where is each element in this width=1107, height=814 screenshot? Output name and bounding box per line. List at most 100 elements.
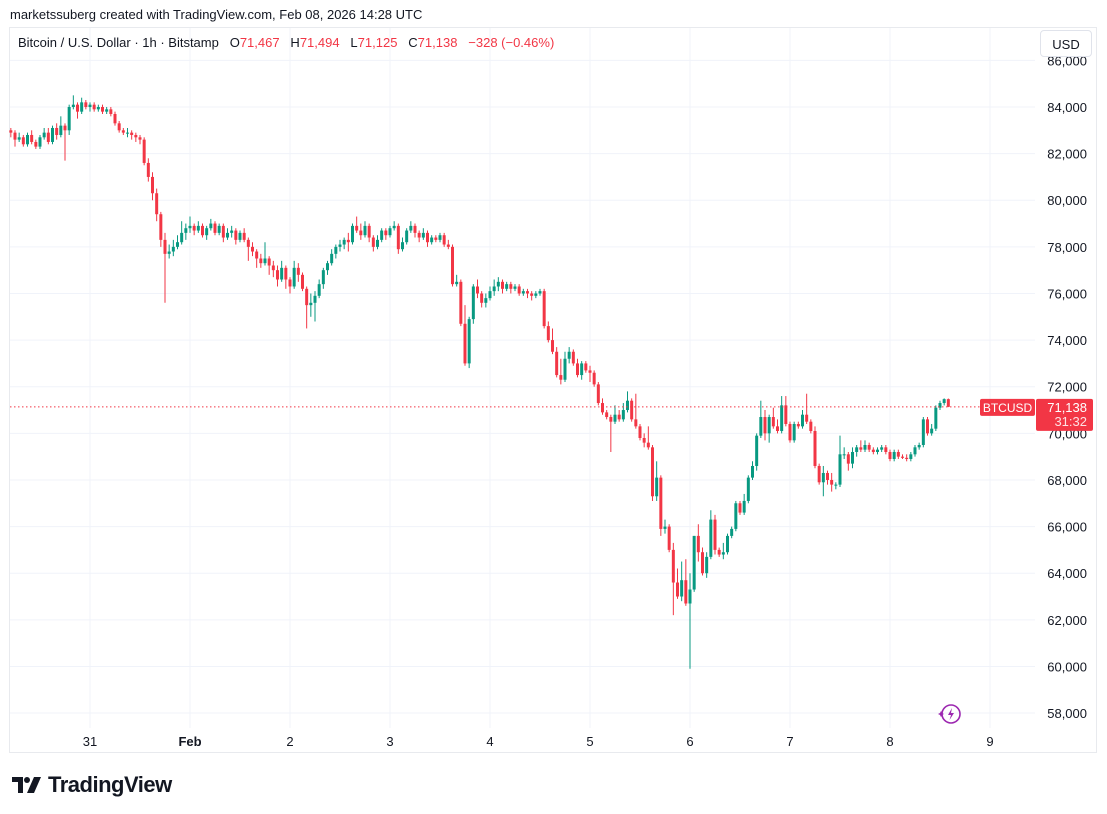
candle-body xyxy=(259,258,263,264)
lightning-bolt-icon[interactable] xyxy=(936,702,962,726)
candle xyxy=(388,225,392,238)
candle-body xyxy=(509,284,513,289)
candle xyxy=(913,444,917,457)
candle-body xyxy=(876,449,879,452)
candle xyxy=(263,242,267,266)
candle-body xyxy=(88,104,92,107)
candle xyxy=(80,97,84,114)
candle xyxy=(534,291,538,299)
candle-body xyxy=(859,447,863,450)
candle xyxy=(292,260,296,289)
candle xyxy=(138,134,142,145)
candle-body xyxy=(363,225,367,236)
candles xyxy=(9,95,950,669)
candle-body xyxy=(67,107,71,131)
candle-body xyxy=(130,132,134,135)
candle xyxy=(926,417,929,436)
candle-body xyxy=(613,414,617,422)
price-tick-label: 72,000 xyxy=(1047,380,1087,395)
candle-body xyxy=(796,424,800,427)
candle-body xyxy=(463,323,467,364)
candle-body xyxy=(242,232,246,240)
candle xyxy=(259,253,263,268)
symbol-tag xyxy=(980,398,1035,416)
candle-body xyxy=(555,351,559,376)
candle xyxy=(480,291,484,308)
candle xyxy=(546,321,550,343)
candle xyxy=(167,244,171,259)
candle xyxy=(896,449,900,459)
candle-body xyxy=(751,465,754,478)
candle xyxy=(555,347,559,378)
candle-body xyxy=(521,291,525,294)
candle-body xyxy=(96,107,100,110)
candle xyxy=(467,316,471,369)
candle xyxy=(109,107,113,117)
candle xyxy=(17,132,21,142)
candle-body xyxy=(71,104,75,107)
candle xyxy=(567,347,571,364)
candle xyxy=(363,221,367,238)
candle xyxy=(317,279,321,299)
tradingview-logo-icon xyxy=(12,777,41,793)
candle xyxy=(501,279,504,294)
candle xyxy=(871,447,875,455)
candle-body xyxy=(126,132,129,134)
candle-body xyxy=(276,270,279,280)
candle xyxy=(809,419,813,434)
candle-body xyxy=(476,286,479,294)
candle-body xyxy=(380,230,384,240)
tradingview-logo[interactable]: TradingView xyxy=(12,772,172,798)
candle-body xyxy=(326,263,329,271)
candle-body xyxy=(155,193,159,215)
candle-body xyxy=(930,428,934,434)
time-tick-label: 7 xyxy=(786,734,793,749)
candle xyxy=(155,188,159,222)
candle-body xyxy=(588,370,592,373)
candle xyxy=(355,216,359,233)
candle xyxy=(651,444,654,501)
candle-body xyxy=(417,232,421,238)
candle-body xyxy=(121,130,125,133)
candle-body xyxy=(738,503,742,513)
candle-body xyxy=(301,274,304,289)
candle xyxy=(734,500,738,532)
candle xyxy=(30,130,34,145)
change-value: −328 (−0.46%) xyxy=(468,35,555,50)
candle-body xyxy=(484,298,488,303)
candle-body xyxy=(605,412,609,418)
candle-body xyxy=(296,267,300,275)
high-value: 71,494 xyxy=(299,35,340,50)
candle-body xyxy=(401,242,404,250)
candle-body xyxy=(901,456,904,458)
candle-body xyxy=(501,281,504,289)
candle-body xyxy=(617,414,621,420)
candle-body xyxy=(84,102,88,107)
candle-body xyxy=(655,477,659,497)
candle-body xyxy=(505,284,509,289)
candle-body xyxy=(688,589,692,604)
candle-body xyxy=(709,519,713,557)
candle-body xyxy=(288,279,292,287)
candle-body xyxy=(17,137,21,140)
candle xyxy=(880,444,884,452)
candle xyxy=(217,223,221,236)
close-label: C xyxy=(408,35,418,50)
candle-body xyxy=(680,580,684,597)
candle-body xyxy=(880,447,884,450)
candle xyxy=(105,107,109,114)
currency-button[interactable]: USD xyxy=(1040,30,1092,57)
candle-body xyxy=(496,281,500,287)
candle xyxy=(234,228,238,245)
candle xyxy=(876,447,879,455)
candle xyxy=(71,95,75,110)
candle xyxy=(788,421,792,443)
candle-body xyxy=(142,139,146,163)
candle xyxy=(630,398,634,422)
candle xyxy=(88,102,92,112)
candle xyxy=(692,535,696,592)
candle-body xyxy=(209,223,213,229)
candle xyxy=(255,249,259,268)
candle-body xyxy=(430,237,434,243)
